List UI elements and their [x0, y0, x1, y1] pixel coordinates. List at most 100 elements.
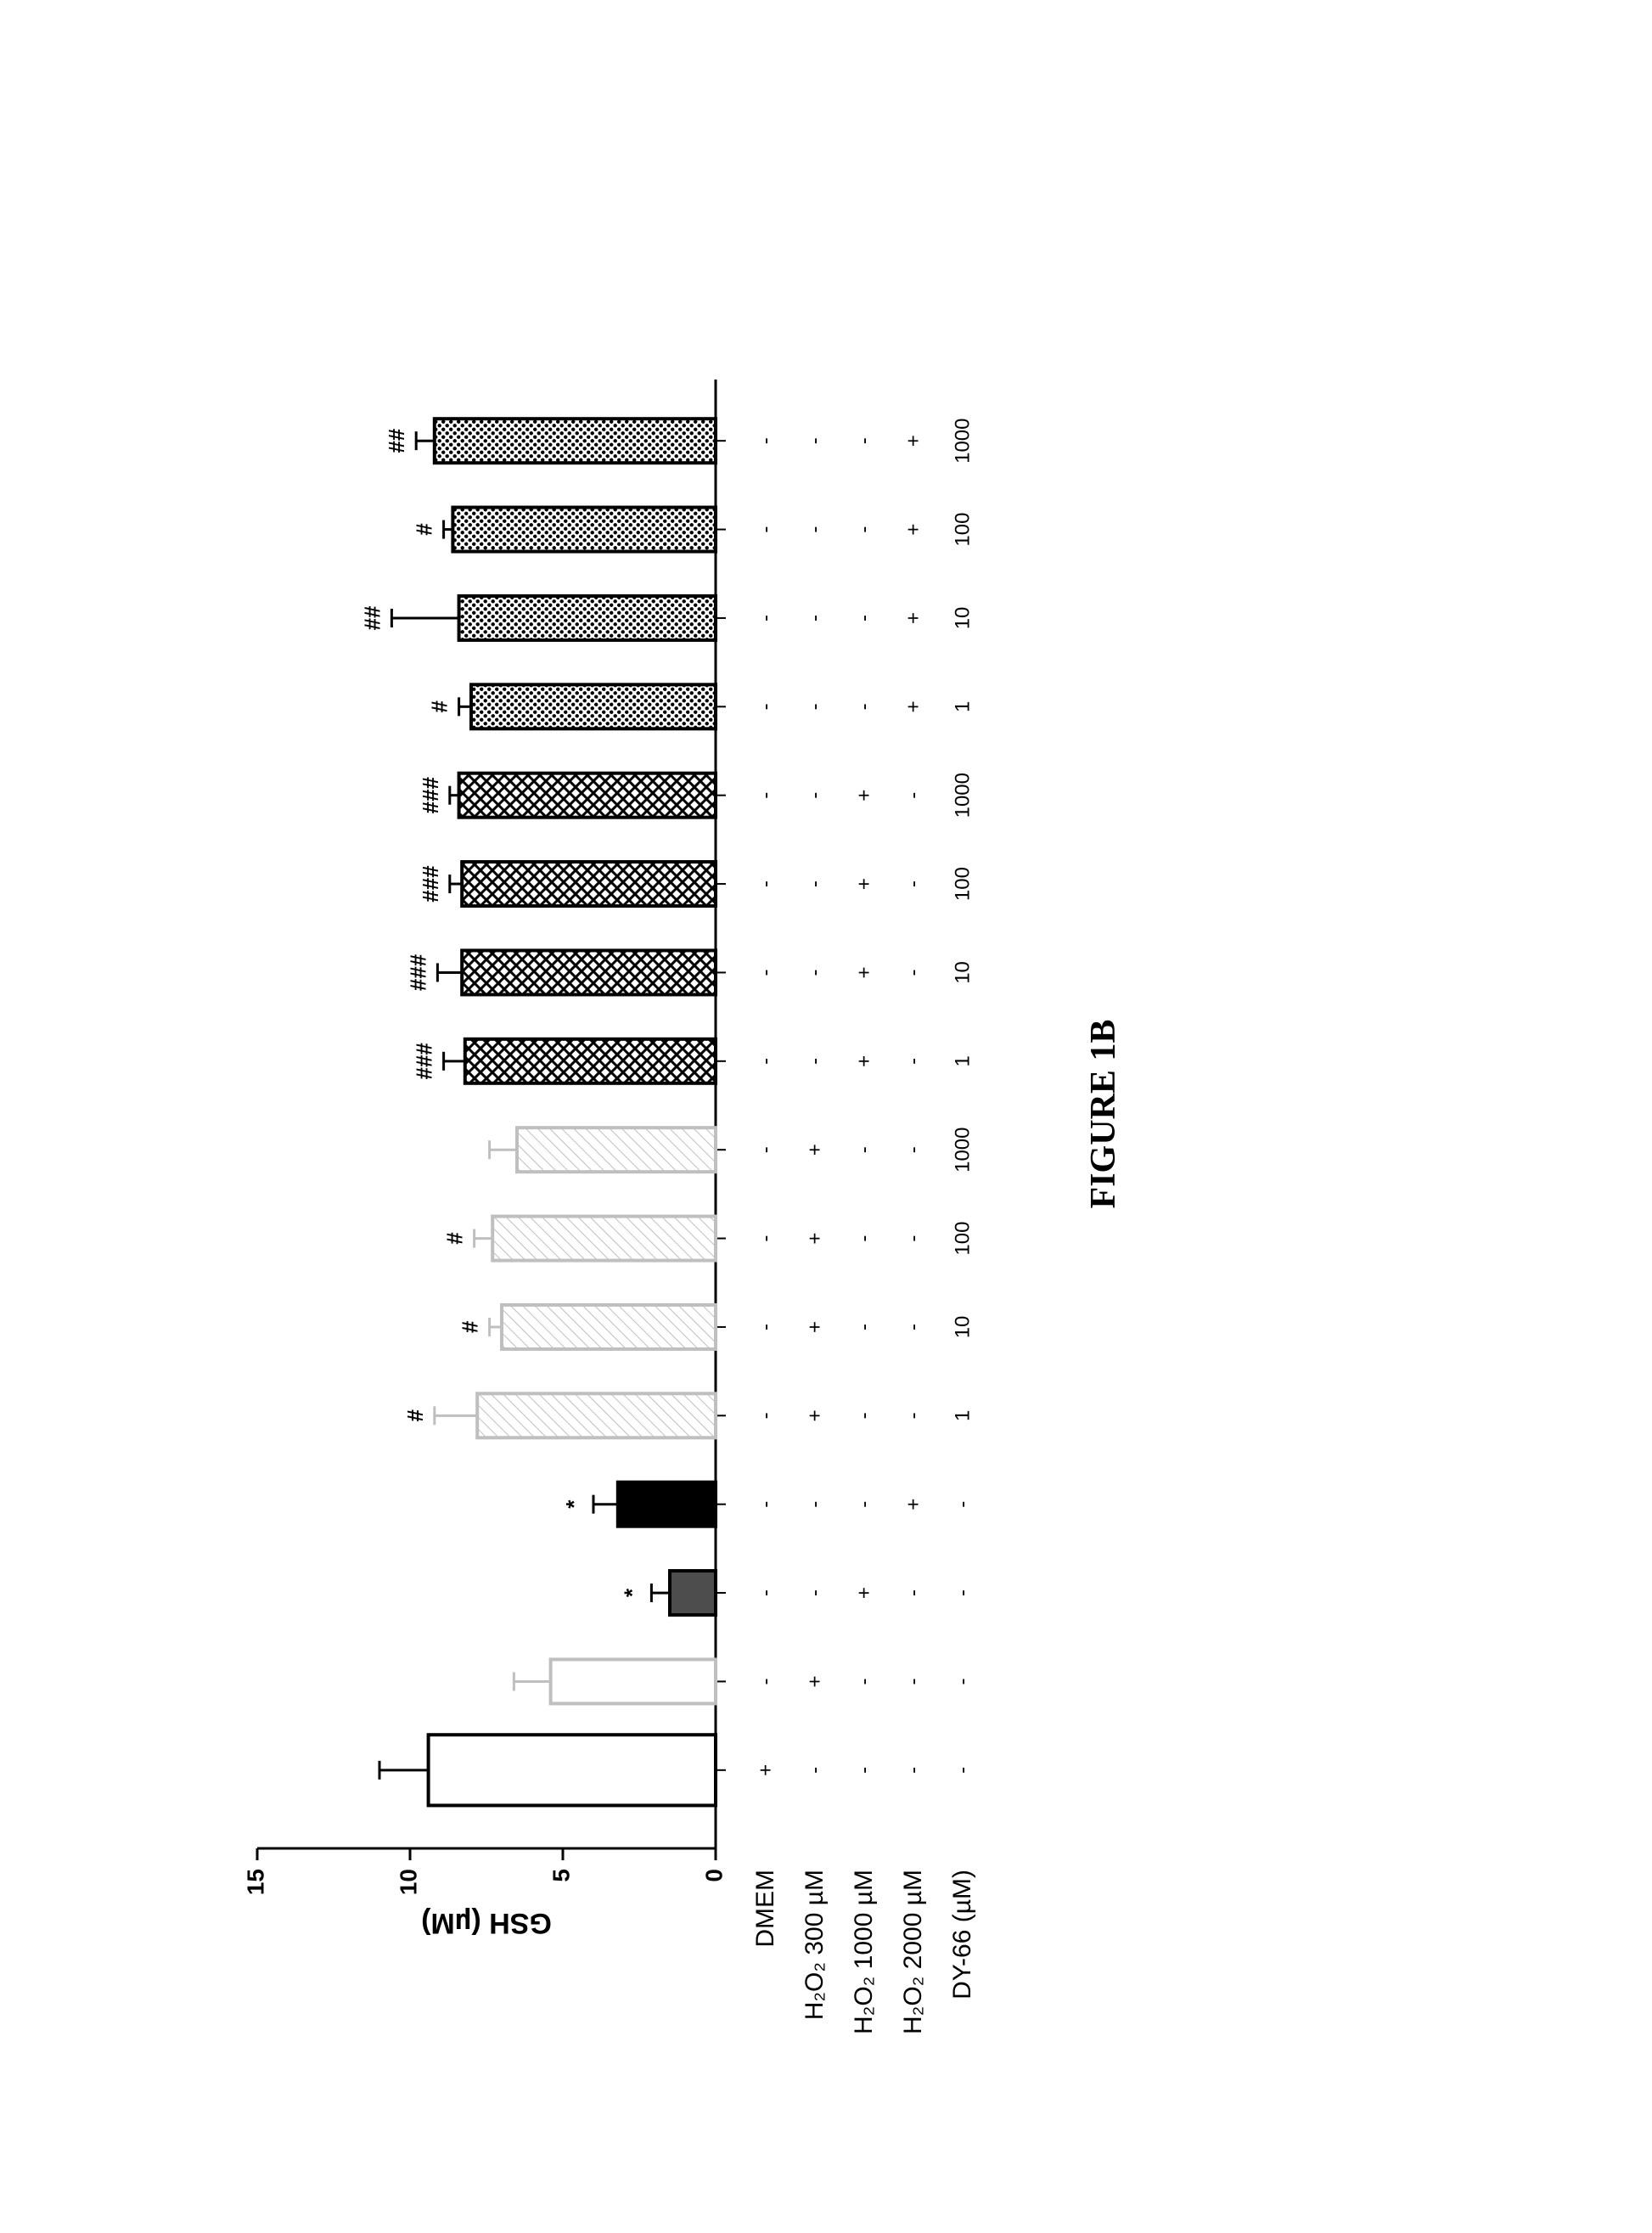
svg-text:+: +	[852, 878, 875, 890]
svg-text:+: +	[803, 1233, 826, 1245]
svg-text:-: -	[754, 437, 777, 444]
svg-text:10: 10	[951, 607, 974, 630]
svg-text:-: -	[852, 615, 875, 622]
svg-text:-: -	[902, 969, 924, 976]
svg-text:-: -	[803, 1058, 826, 1065]
svg-text:-: -	[852, 1767, 875, 1774]
svg-text:0: 0	[700, 1869, 727, 1882]
svg-text:-: -	[951, 1767, 974, 1774]
svg-text:-: -	[951, 1501, 974, 1508]
svg-text:-: -	[754, 1678, 777, 1685]
svg-text:H₂O₂ 300 µM: H₂O₂ 300 µM	[801, 1870, 829, 2020]
svg-text:1000: 1000	[951, 418, 974, 463]
svg-text:1: 1	[951, 1410, 974, 1421]
svg-text:-: -	[754, 615, 777, 622]
svg-text:-: -	[852, 437, 875, 444]
svg-text:FIGURE 1B: FIGURE 1B	[1084, 1020, 1123, 1209]
svg-text:15: 15	[242, 1869, 268, 1895]
svg-text:-: -	[902, 1678, 924, 1685]
svg-text:#: #	[412, 523, 437, 536]
svg-text:-: -	[902, 1412, 924, 1419]
svg-text:###: ###	[412, 1043, 437, 1080]
svg-text:-: -	[754, 1589, 777, 1596]
svg-text:-: -	[803, 969, 826, 976]
svg-text:+: +	[852, 790, 875, 802]
svg-text:+: +	[902, 612, 924, 624]
svg-text:##: ##	[384, 428, 409, 453]
svg-text:10: 10	[951, 1316, 974, 1339]
svg-text:#: #	[458, 1320, 483, 1333]
svg-text:100: 100	[951, 1222, 974, 1256]
svg-text:GSH (µM): GSH (µM)	[421, 1907, 552, 1939]
svg-text:-: -	[902, 1589, 924, 1596]
svg-text:1000: 1000	[951, 773, 974, 818]
svg-text:-: -	[852, 1412, 875, 1419]
svg-text:-: -	[951, 1589, 974, 1596]
svg-text:-: -	[902, 1324, 924, 1330]
svg-text:-: -	[754, 1058, 777, 1065]
chart-figure: 051015GSH (µM)**#####################DME…	[0, 0, 1652, 2229]
svg-text:###: ###	[418, 865, 443, 903]
svg-text:+: +	[902, 524, 924, 536]
svg-text:#: #	[442, 1232, 468, 1245]
svg-text:-: -	[951, 1678, 974, 1685]
svg-text:+: +	[803, 1675, 826, 1687]
svg-text:+: +	[902, 435, 924, 447]
svg-text:10: 10	[951, 961, 974, 984]
svg-text:-: -	[803, 792, 826, 799]
svg-text:##: ##	[359, 605, 385, 630]
svg-text:-: -	[754, 1324, 777, 1330]
svg-text:-: -	[852, 526, 875, 533]
svg-text:5: 5	[548, 1869, 574, 1882]
svg-text:-: -	[852, 1146, 875, 1153]
svg-text:###: ###	[405, 953, 430, 991]
svg-text:-: -	[803, 437, 826, 444]
svg-text:-: -	[754, 880, 777, 887]
svg-text:-: -	[852, 1235, 875, 1242]
svg-text:DMEM: DMEM	[751, 1870, 779, 1948]
svg-text:-: -	[754, 1235, 777, 1242]
svg-text:100: 100	[951, 867, 974, 901]
svg-text:-: -	[803, 526, 826, 533]
svg-text:+: +	[852, 966, 875, 978]
svg-text:H₂O₂ 1000 µM: H₂O₂ 1000 µM	[850, 1870, 878, 2034]
svg-text:-: -	[803, 1501, 826, 1508]
svg-text:-: -	[852, 1678, 875, 1685]
svg-text:-: -	[803, 615, 826, 622]
svg-text:-: -	[902, 1146, 924, 1153]
svg-text:#: #	[427, 700, 452, 713]
svg-text:-: -	[754, 1146, 777, 1153]
svg-text:-: -	[902, 1235, 924, 1242]
svg-text:-: -	[754, 526, 777, 533]
svg-text:+: +	[803, 1409, 826, 1421]
svg-text:-: -	[803, 1589, 826, 1596]
svg-text:###: ###	[418, 776, 443, 813]
svg-text:-: -	[754, 792, 777, 799]
svg-text:+: +	[852, 1587, 875, 1599]
svg-text:-: -	[902, 1058, 924, 1065]
svg-text:-: -	[754, 1501, 777, 1508]
svg-text:-: -	[852, 703, 875, 710]
svg-text:+: +	[754, 1764, 777, 1776]
svg-text:-: -	[754, 969, 777, 976]
svg-text:*: *	[561, 1499, 587, 1509]
svg-text:1000: 1000	[951, 1127, 974, 1172]
page: 051015GSH (µM)**#####################DME…	[0, 0, 1652, 2229]
svg-text:+: +	[902, 1499, 924, 1510]
svg-text:*: *	[619, 1588, 644, 1597]
svg-text:1: 1	[951, 1055, 974, 1066]
svg-text:+: +	[902, 700, 924, 712]
svg-text:#: #	[402, 1409, 428, 1422]
svg-text:+: +	[852, 1055, 875, 1067]
svg-text:-: -	[803, 703, 826, 710]
svg-text:-: -	[803, 1767, 826, 1774]
svg-text:-: -	[902, 792, 924, 799]
svg-text:-: -	[852, 1501, 875, 1508]
svg-text:100: 100	[951, 513, 974, 547]
svg-text:10: 10	[395, 1869, 421, 1895]
svg-text:-: -	[852, 1324, 875, 1330]
svg-text:-: -	[754, 1412, 777, 1419]
svg-text:+: +	[803, 1321, 826, 1333]
svg-text:-: -	[754, 703, 777, 710]
svg-text:+: +	[803, 1144, 826, 1156]
